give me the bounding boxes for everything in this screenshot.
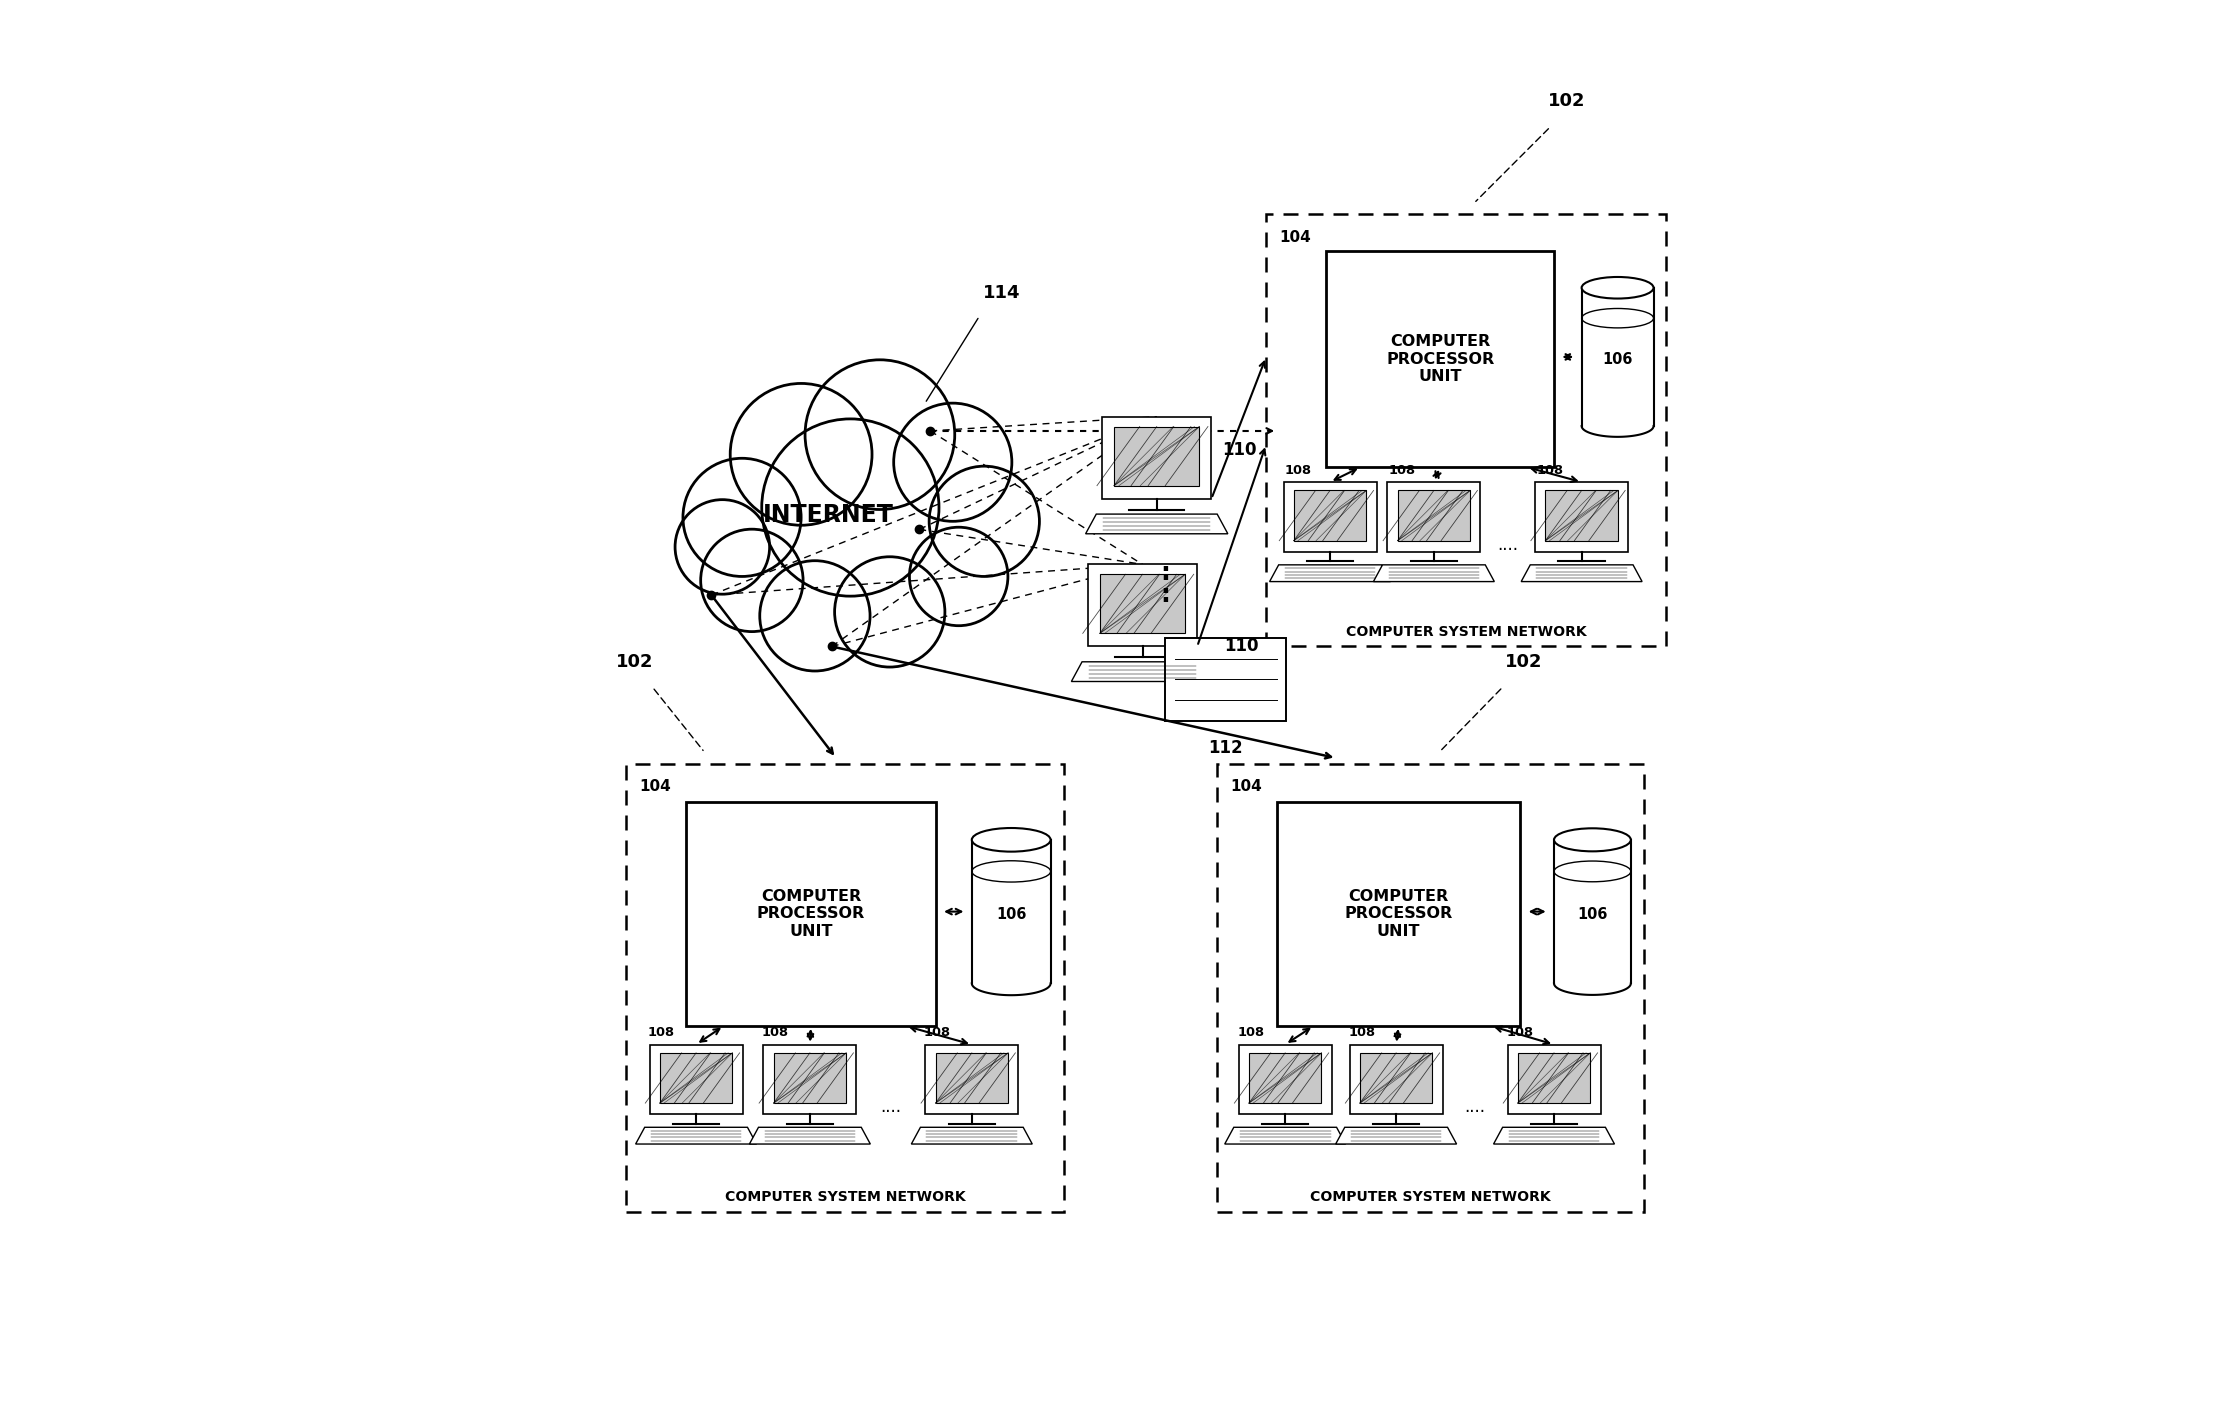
- Text: :: :: [1161, 583, 1170, 607]
- Circle shape: [730, 384, 872, 526]
- Polygon shape: [1493, 1127, 1615, 1144]
- Text: 106: 106: [1578, 907, 1609, 922]
- Polygon shape: [1335, 1127, 1457, 1144]
- Polygon shape: [625, 763, 1064, 1212]
- Polygon shape: [1553, 840, 1631, 983]
- Polygon shape: [650, 1044, 743, 1114]
- Polygon shape: [774, 1053, 846, 1103]
- Polygon shape: [1373, 564, 1495, 581]
- Text: COMPUTER
PROCESSOR
UNIT: COMPUTER PROCESSOR UNIT: [756, 890, 866, 939]
- Polygon shape: [1099, 574, 1186, 634]
- Polygon shape: [972, 840, 1050, 983]
- Polygon shape: [1072, 662, 1213, 682]
- Text: INTERNET: INTERNET: [763, 503, 894, 527]
- Polygon shape: [1248, 1053, 1322, 1103]
- Polygon shape: [1293, 490, 1366, 540]
- Text: COMPUTER SYSTEM NETWORK: COMPUTER SYSTEM NETWORK: [725, 1191, 966, 1204]
- Text: COMPUTER
PROCESSOR
UNIT: COMPUTER PROCESSOR UNIT: [1386, 334, 1495, 384]
- Polygon shape: [1359, 1053, 1433, 1103]
- Text: 108: 108: [1506, 1026, 1533, 1039]
- Text: 102: 102: [1506, 652, 1542, 671]
- Polygon shape: [636, 1127, 756, 1144]
- Circle shape: [674, 500, 770, 594]
- Polygon shape: [1086, 514, 1228, 534]
- Text: ....: ....: [1464, 1098, 1486, 1115]
- Polygon shape: [1509, 1044, 1600, 1114]
- Text: COMPUTER SYSTEM NETWORK: COMPUTER SYSTEM NETWORK: [1311, 1191, 1551, 1204]
- Text: :: :: [1161, 561, 1170, 584]
- Ellipse shape: [1553, 828, 1631, 851]
- Polygon shape: [1239, 1044, 1333, 1114]
- Text: 108: 108: [1388, 463, 1415, 476]
- Circle shape: [683, 459, 801, 577]
- Polygon shape: [661, 1053, 732, 1103]
- Text: 104: 104: [1279, 230, 1311, 244]
- Polygon shape: [1217, 763, 1644, 1212]
- Ellipse shape: [1582, 277, 1653, 298]
- Polygon shape: [1522, 564, 1642, 581]
- Polygon shape: [1517, 1053, 1591, 1103]
- Polygon shape: [1166, 638, 1286, 720]
- Polygon shape: [1546, 490, 1618, 540]
- Circle shape: [759, 561, 870, 671]
- Polygon shape: [763, 1044, 857, 1114]
- Text: 108: 108: [1348, 1026, 1375, 1039]
- Polygon shape: [1088, 564, 1197, 647]
- Circle shape: [805, 360, 955, 510]
- Ellipse shape: [972, 828, 1050, 851]
- Circle shape: [701, 529, 803, 631]
- Polygon shape: [1535, 482, 1629, 551]
- Polygon shape: [1388, 482, 1480, 551]
- Text: 108: 108: [1535, 463, 1564, 476]
- Polygon shape: [1284, 482, 1377, 551]
- Text: 108: 108: [761, 1026, 788, 1039]
- Polygon shape: [1270, 564, 1391, 581]
- Text: 110: 110: [1224, 638, 1259, 655]
- Text: ....: ....: [881, 1098, 901, 1115]
- Text: 102: 102: [616, 652, 654, 671]
- Text: COMPUTER
PROCESSOR
UNIT: COMPUTER PROCESSOR UNIT: [1344, 890, 1453, 939]
- Circle shape: [930, 466, 1039, 577]
- Circle shape: [834, 557, 946, 666]
- Polygon shape: [685, 801, 937, 1026]
- Circle shape: [761, 419, 939, 597]
- Text: ....: ....: [1497, 536, 1517, 554]
- Polygon shape: [1266, 215, 1667, 647]
- Text: 108: 108: [923, 1026, 950, 1039]
- Text: 102: 102: [1549, 92, 1586, 111]
- Text: 114: 114: [983, 284, 1019, 301]
- Polygon shape: [1277, 801, 1520, 1026]
- Polygon shape: [1224, 1127, 1346, 1144]
- Polygon shape: [1582, 288, 1653, 426]
- Text: 108: 108: [1284, 463, 1311, 476]
- Text: 108: 108: [647, 1026, 674, 1039]
- Polygon shape: [926, 1044, 1019, 1114]
- Circle shape: [894, 404, 1012, 522]
- Text: COMPUTER SYSTEM NETWORK: COMPUTER SYSTEM NETWORK: [1346, 625, 1586, 638]
- Polygon shape: [934, 1053, 1008, 1103]
- Text: 106: 106: [997, 907, 1026, 922]
- Polygon shape: [1326, 252, 1553, 468]
- Text: 108: 108: [1237, 1026, 1264, 1039]
- Polygon shape: [1397, 490, 1471, 540]
- Polygon shape: [1101, 416, 1210, 499]
- Polygon shape: [1115, 426, 1199, 486]
- Circle shape: [910, 527, 1008, 625]
- Text: 106: 106: [1602, 352, 1633, 367]
- Polygon shape: [912, 1127, 1032, 1144]
- Text: 110: 110: [1222, 441, 1257, 459]
- Polygon shape: [1351, 1044, 1442, 1114]
- Text: 104: 104: [639, 779, 672, 794]
- Polygon shape: [750, 1127, 870, 1144]
- Text: 112: 112: [1208, 739, 1244, 757]
- Text: 104: 104: [1230, 779, 1262, 794]
